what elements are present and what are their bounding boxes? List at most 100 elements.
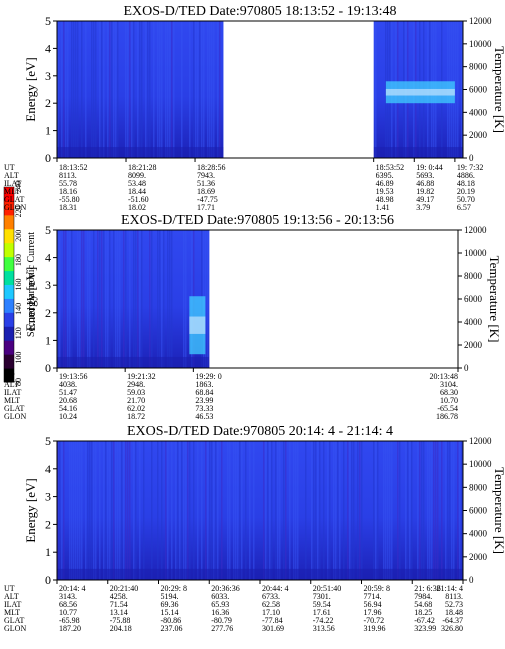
texture-strip (167, 21, 169, 158)
texture-strip (63, 21, 65, 158)
texture-strip (181, 21, 183, 158)
ephemeris-cell: 18.69 (197, 187, 215, 196)
texture-strip (157, 441, 159, 580)
ephemeris-cell: 15.14 (161, 608, 179, 617)
spectrogram-panel-3: EXOS-D/TED Date:970805 20:14: 4 - 21:14:… (4, 424, 505, 633)
temperature-axis-label: Temperature [K] (492, 467, 505, 554)
texture-strip (115, 441, 117, 580)
texture-strip (103, 230, 105, 368)
texture-strip (375, 21, 377, 158)
texture-strip (265, 441, 267, 580)
texture-strip (95, 21, 97, 158)
ephemeris-cell: 18.16 (59, 187, 77, 196)
texture-strip (347, 441, 349, 580)
texture-strip (201, 21, 203, 158)
texture-strip (101, 21, 103, 158)
ephemeris-row-label: MLT (4, 187, 20, 196)
energy-tick-label: 5 (45, 434, 51, 448)
texture-strip (241, 441, 243, 580)
ephemeris-cell: -77.84 (262, 616, 283, 625)
ephemeris-cell: 13.14 (110, 608, 128, 617)
texture-strip (215, 441, 217, 580)
texture-strip (195, 21, 197, 158)
ephemeris-cell: 3104. (440, 380, 458, 389)
energy-tick-label: 4 (45, 41, 51, 55)
texture-strip (311, 441, 313, 580)
texture-strip (93, 230, 95, 368)
texture-strip (135, 230, 137, 368)
ephemeris-cell: 8099. (128, 171, 146, 180)
ephemeris-cell: 326.80 (441, 624, 463, 633)
temperature-tick-label: 10000 (464, 248, 487, 258)
texture-strip (451, 441, 453, 580)
texture-strip (435, 441, 437, 580)
texture-strip (65, 230, 67, 368)
colorbar-swatch (4, 270, 14, 285)
texture-strip (343, 441, 345, 580)
ephemeris-cell: 48.18 (457, 179, 475, 188)
texture-strip (139, 230, 141, 368)
ephemeris-cell: 62.58 (262, 600, 280, 609)
texture-strip (171, 230, 173, 368)
temperature-tick-label: 12000 (464, 225, 487, 235)
data-gap (223, 20, 374, 159)
colorbar-tick-label: 100 (14, 352, 23, 364)
texture-strip (277, 441, 279, 580)
ephemeris-table: UTALTILATMLTGLATGLON19:13:564038.51.4720… (4, 368, 459, 421)
ephemeris-cell: 51.36 (197, 179, 215, 188)
colorbar-tick-label: 140 (14, 303, 23, 315)
texture-strip (313, 441, 315, 580)
texture-strip (67, 230, 69, 368)
texture-strip (383, 441, 385, 580)
texture-strip (125, 441, 127, 580)
texture-strip (83, 230, 85, 368)
colorbar-label: Second Harmonic Current (26, 232, 37, 337)
texture-strip (421, 441, 423, 580)
colorbar-swatch (4, 187, 14, 202)
panel-title: EXOS-D/TED Date:970805 20:14: 4 - 21:14:… (127, 424, 393, 439)
texture-strip (213, 21, 215, 158)
texture-strip (205, 230, 207, 368)
ephemeris-cell: 73.33 (195, 404, 213, 413)
texture-strip (267, 441, 269, 580)
texture-strip (111, 21, 113, 158)
texture-strip (377, 441, 379, 580)
ephemeris-cell: 20:44: 4 (262, 584, 288, 593)
texture-strip (63, 230, 65, 368)
colorbar-swatch (4, 312, 14, 327)
texture-strip (113, 441, 115, 580)
ephemeris-row-label: MLT (4, 608, 20, 617)
texture-strip (419, 441, 421, 580)
texture-strip (169, 21, 171, 158)
colorbar-swatch (4, 228, 14, 244)
texture-strip (95, 441, 97, 580)
ephemeris-cell: 56.94 (364, 600, 382, 609)
ephemeris-cell: 49.17 (416, 195, 434, 204)
colorbar-swatch (4, 284, 14, 299)
texture-strip (77, 441, 79, 580)
texture-strip (163, 230, 165, 368)
texture-strip (207, 441, 209, 580)
energy-tick-label: 2 (45, 96, 51, 110)
texture-strip (103, 441, 105, 580)
texture-strip (387, 441, 389, 580)
ephemeris-cell: -75.88 (110, 616, 131, 625)
texture-strip (87, 441, 89, 580)
colorbar-swatch (4, 298, 14, 313)
texture-strip (75, 21, 77, 158)
ephemeris-cell: 19:29: 0 (195, 372, 221, 381)
ephemeris-cell: 52.73 (445, 600, 463, 609)
texture-strip (65, 21, 67, 158)
texture-strip (319, 441, 321, 580)
energy-tick-label: 1 (45, 545, 51, 559)
ephemeris-cell: 7984. (414, 592, 432, 601)
ephemeris-cell: 19: 7:32 (457, 163, 483, 172)
spectrogram-panel-1: EXOS-D/TED Date:970805 18:13:52 - 19:13:… (4, 4, 505, 212)
ephemeris-row-label: MLT (4, 396, 20, 405)
texture-strip (141, 230, 143, 368)
ephemeris-cell: 46.88 (416, 179, 434, 188)
texture-strip (93, 21, 95, 158)
texture-strip (405, 441, 407, 580)
texture-strip (183, 441, 185, 580)
